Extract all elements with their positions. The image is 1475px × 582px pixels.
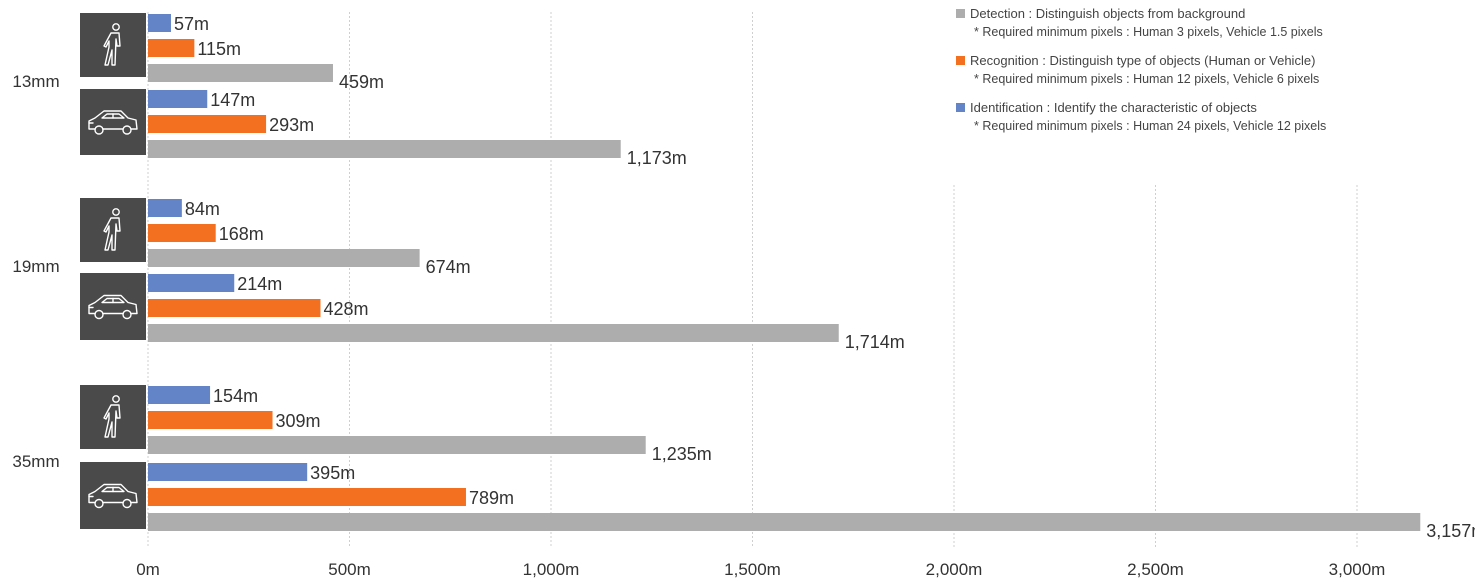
bar-label-detection: 1,714m <box>845 332 905 352</box>
bar-label-identification: 214m <box>237 274 282 294</box>
legend-title-detection: Detection : Distinguish objects from bac… <box>970 6 1246 21</box>
bar-identification <box>148 386 211 404</box>
bar-label-recognition: 115m <box>197 39 241 59</box>
legend-item-detection: Detection : Distinguish objects from bac… <box>956 5 1466 41</box>
x-tick-label: 500m <box>328 560 371 579</box>
target-icon-box <box>80 385 146 449</box>
bar-identification <box>148 274 235 292</box>
target-icon-box <box>80 198 146 262</box>
bar-detection <box>148 140 621 158</box>
lens-label: 35mm <box>12 452 59 471</box>
bar-recognition <box>148 39 195 57</box>
target-icon-box <box>80 13 146 77</box>
legend-swatch-detection <box>956 9 965 18</box>
bar-label-identification: 57m <box>174 14 209 34</box>
legend: Detection : Distinguish objects from bac… <box>956 5 1466 146</box>
legend-swatch-identification <box>956 103 965 112</box>
bar-detection <box>148 436 646 454</box>
bar-label-detection: 3,157m <box>1426 521 1475 541</box>
bar-label-detection: 1,235m <box>652 444 712 464</box>
bar-label-identification: 154m <box>213 386 258 406</box>
lens-label: 19mm <box>12 257 59 276</box>
lens-label: 13mm <box>12 72 59 91</box>
bar-label-recognition: 428m <box>323 299 368 319</box>
x-tick-label: 1,500m <box>724 560 781 579</box>
legend-swatch-recognition <box>956 56 965 65</box>
bar-label-detection: 459m <box>339 72 384 92</box>
bar-identification <box>148 199 182 217</box>
car-icon <box>88 294 138 320</box>
bar-identification <box>148 90 208 108</box>
bar-identification <box>148 463 308 481</box>
bar-label-recognition: 789m <box>469 488 514 508</box>
bar-recognition <box>148 488 466 506</box>
x-tick-label: 1,000m <box>523 560 580 579</box>
car-icon <box>88 110 138 135</box>
legend-item-identification: Identification : Identify the characteri… <box>956 99 1466 135</box>
legend-title-recognition: Recognition : Distinguish type of object… <box>970 53 1316 68</box>
x-tick-label: 2,000m <box>926 560 983 579</box>
bar-detection <box>148 324 839 342</box>
bar-recognition <box>148 224 216 242</box>
bar-detection <box>148 64 333 82</box>
bar-identification <box>148 14 171 32</box>
pedestrian-icon <box>103 23 121 66</box>
bar-label-detection: 1,173m <box>627 148 687 168</box>
legend-note-identification: * Required minimum pixels : Human 24 pix… <box>974 119 1327 133</box>
x-tick-label: 2,500m <box>1127 560 1184 579</box>
x-tick-label: 0m <box>136 560 160 579</box>
bar-label-recognition: 168m <box>219 224 264 244</box>
legend-title-identification: Identification : Identify the characteri… <box>970 100 1257 115</box>
bar-detection <box>148 513 1421 531</box>
bar-label-identification: 395m <box>310 463 355 483</box>
bar-recognition <box>148 115 267 133</box>
pedestrian-icon <box>103 395 121 438</box>
bar-recognition <box>148 299 321 317</box>
car-icon <box>88 483 138 509</box>
bar-label-identification: 147m <box>210 90 255 110</box>
bar-label-recognition: 309m <box>276 411 321 431</box>
legend-note-detection: * Required minimum pixels : Human 3 pixe… <box>974 25 1323 39</box>
bar-label-detection: 674m <box>426 257 471 277</box>
bar-detection <box>148 249 420 267</box>
x-tick-label: 3,000m <box>1329 560 1386 579</box>
legend-item-recognition: Recognition : Distinguish type of object… <box>956 52 1466 88</box>
target-icon-box <box>80 89 146 155</box>
target-icon-box <box>80 273 146 340</box>
bar-recognition <box>148 411 273 429</box>
bar-label-identification: 84m <box>185 199 220 219</box>
legend-note-recognition: * Required minimum pixels : Human 12 pix… <box>974 72 1320 86</box>
pedestrian-icon <box>103 208 121 251</box>
target-icon-box <box>80 462 146 529</box>
bar-label-recognition: 293m <box>269 115 314 135</box>
